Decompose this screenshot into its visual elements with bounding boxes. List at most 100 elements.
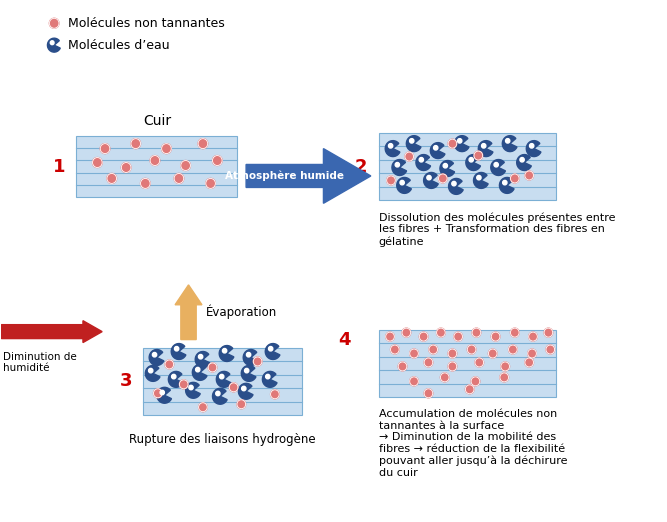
Wedge shape — [216, 372, 231, 387]
Wedge shape — [265, 343, 280, 360]
Circle shape — [440, 373, 449, 382]
Circle shape — [265, 374, 270, 379]
Wedge shape — [392, 160, 407, 175]
Circle shape — [208, 363, 217, 372]
Circle shape — [253, 357, 262, 366]
Wedge shape — [440, 161, 455, 176]
Circle shape — [501, 362, 510, 371]
Circle shape — [448, 139, 457, 148]
Text: Diminution de
humidité: Diminution de humidité — [3, 351, 77, 373]
Circle shape — [395, 162, 400, 167]
Circle shape — [152, 352, 157, 357]
Circle shape — [171, 374, 176, 379]
Wedge shape — [47, 38, 60, 52]
Text: Accumulation de molécules non
tannantes à la surface
→ Diminution de la mobilité: Accumulation de molécules non tannantes … — [379, 409, 567, 478]
Circle shape — [471, 377, 480, 386]
Circle shape — [520, 158, 524, 162]
Wedge shape — [213, 388, 227, 404]
Circle shape — [107, 173, 117, 183]
Circle shape — [510, 328, 519, 337]
Circle shape — [161, 144, 171, 153]
Wedge shape — [478, 140, 493, 157]
Text: Cuir: Cuir — [143, 114, 171, 128]
Wedge shape — [145, 365, 160, 382]
Wedge shape — [430, 143, 445, 159]
Wedge shape — [454, 136, 469, 151]
Circle shape — [149, 369, 153, 373]
Circle shape — [141, 179, 150, 188]
Circle shape — [174, 173, 183, 183]
Circle shape — [424, 389, 433, 398]
Circle shape — [438, 174, 447, 183]
Wedge shape — [500, 177, 514, 193]
Circle shape — [458, 139, 462, 143]
Circle shape — [400, 181, 404, 185]
FancyArrow shape — [1, 321, 102, 342]
Circle shape — [488, 349, 497, 358]
Wedge shape — [517, 155, 532, 171]
Wedge shape — [474, 172, 488, 188]
Circle shape — [506, 139, 510, 143]
Wedge shape — [397, 177, 412, 193]
Circle shape — [424, 358, 433, 367]
Circle shape — [131, 139, 141, 149]
Wedge shape — [491, 160, 506, 175]
Circle shape — [419, 158, 424, 162]
Circle shape — [245, 369, 249, 373]
Circle shape — [153, 389, 162, 398]
Circle shape — [475, 358, 484, 367]
Wedge shape — [171, 343, 186, 360]
Circle shape — [241, 386, 246, 391]
Circle shape — [544, 328, 553, 337]
Circle shape — [454, 332, 462, 341]
Circle shape — [179, 380, 188, 389]
Circle shape — [121, 162, 131, 172]
Circle shape — [398, 362, 407, 371]
Circle shape — [213, 156, 222, 165]
Circle shape — [199, 403, 207, 412]
Wedge shape — [466, 155, 480, 171]
FancyArrow shape — [175, 285, 202, 340]
Circle shape — [477, 175, 481, 180]
Circle shape — [198, 139, 207, 149]
Circle shape — [448, 349, 457, 358]
Circle shape — [181, 161, 191, 171]
Circle shape — [482, 144, 486, 148]
Circle shape — [410, 349, 418, 358]
Circle shape — [466, 385, 474, 394]
Circle shape — [443, 163, 448, 168]
Bar — [143, 348, 301, 415]
Circle shape — [165, 360, 173, 369]
Text: 4: 4 — [339, 330, 352, 349]
Circle shape — [388, 144, 393, 148]
Circle shape — [93, 158, 102, 168]
Circle shape — [530, 144, 534, 148]
Circle shape — [410, 377, 418, 386]
Wedge shape — [386, 140, 400, 157]
Wedge shape — [502, 136, 517, 151]
Circle shape — [195, 367, 200, 372]
Circle shape — [468, 345, 476, 354]
Circle shape — [50, 41, 54, 45]
Bar — [76, 136, 237, 197]
Wedge shape — [449, 179, 463, 194]
Wedge shape — [262, 372, 277, 387]
Circle shape — [402, 328, 411, 337]
Circle shape — [474, 151, 483, 160]
Circle shape — [434, 146, 438, 150]
Circle shape — [410, 139, 414, 143]
Circle shape — [448, 362, 457, 371]
Circle shape — [229, 383, 238, 392]
Circle shape — [246, 352, 251, 357]
Circle shape — [429, 345, 438, 354]
Circle shape — [49, 18, 59, 28]
Text: Atmosphère humide: Atmosphère humide — [225, 171, 344, 181]
Text: 1: 1 — [53, 158, 65, 175]
Circle shape — [528, 349, 536, 358]
Wedge shape — [219, 346, 234, 361]
Circle shape — [223, 349, 227, 353]
Circle shape — [386, 332, 394, 341]
Circle shape — [215, 392, 220, 396]
Circle shape — [427, 175, 431, 180]
Circle shape — [500, 373, 508, 382]
